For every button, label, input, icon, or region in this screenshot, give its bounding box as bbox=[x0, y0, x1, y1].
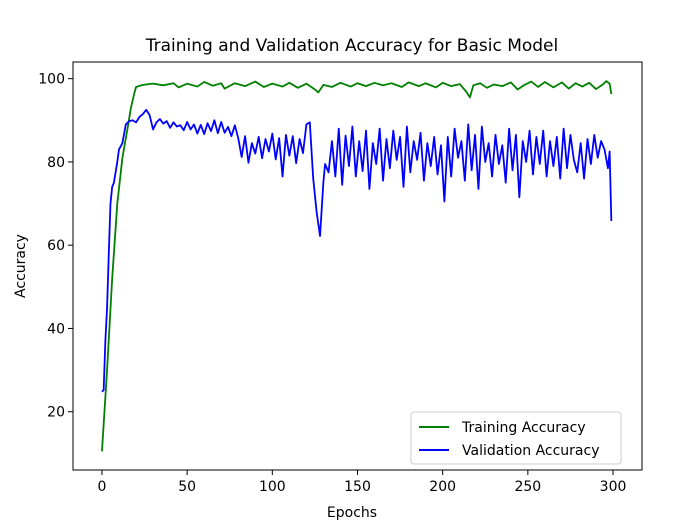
y-axis-title: Accuracy bbox=[13, 234, 29, 298]
plot-area bbox=[72, 61, 643, 471]
x-axis-title: Epochs bbox=[327, 505, 377, 520]
x-tick-label: 200 bbox=[429, 479, 456, 495]
x-tick-label: 0 bbox=[98, 479, 107, 495]
validation-accuracy-line bbox=[101, 108, 613, 393]
chart-title: Training and Validation Accuracy for Bas… bbox=[145, 36, 558, 56]
legend: Training Accuracy Validation Accuracy bbox=[410, 411, 622, 465]
legend-label-validation: Validation Accuracy bbox=[462, 443, 600, 459]
x-tick-label: 150 bbox=[344, 479, 371, 495]
y-tick-label: 60 bbox=[47, 238, 65, 254]
x-tick-label: 300 bbox=[600, 479, 627, 495]
y-tick-label: 80 bbox=[47, 155, 65, 171]
y-tick-label: 100 bbox=[38, 72, 65, 88]
y-tick-label: 20 bbox=[47, 405, 65, 421]
series-layer bbox=[101, 80, 613, 452]
x-tick-label: 50 bbox=[178, 479, 196, 495]
legend-label-training: Training Accuracy bbox=[461, 420, 586, 436]
x-tick-label: 100 bbox=[259, 479, 286, 495]
legend-box bbox=[410, 411, 622, 465]
training-accuracy-line bbox=[101, 80, 613, 452]
x-tick-label: 250 bbox=[514, 479, 541, 495]
x-axis-ticks: 0 50 100 150 200 250 300 bbox=[98, 470, 627, 495]
y-tick-label: 40 bbox=[47, 321, 65, 337]
y-axis-ticks: 20 40 60 80 100 bbox=[38, 72, 73, 421]
